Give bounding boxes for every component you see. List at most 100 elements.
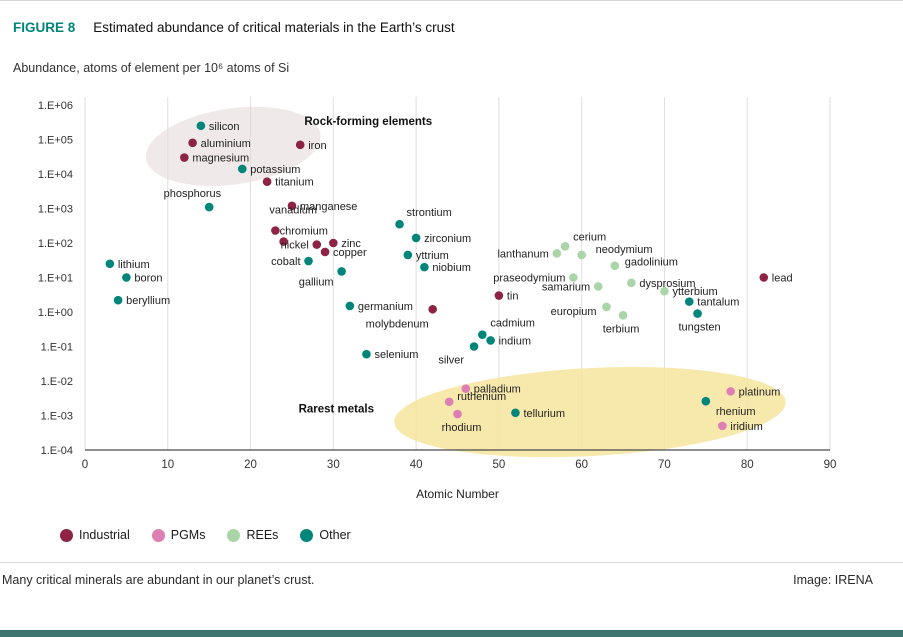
point-neodymium [577,250,586,260]
pgms-dot-icon [151,528,165,542]
industrial-dot-icon [60,528,73,542]
label-zinc: zinc [341,238,361,250]
label-selenium: selenium [374,349,418,361]
label-iridium: iridium [730,421,762,433]
image-credit: Image: IRENA [793,573,873,587]
label-europium: europium [551,306,597,318]
y-tick-label: 1.E+02 [38,238,73,250]
figure-title: Estimated abundance of critical material… [93,20,455,35]
label-tin: tin [507,291,519,303]
footer: Many critical minerals are abundant in o… [0,563,903,587]
point-beryllium [113,295,123,305]
label-terbium: terbium [603,323,640,335]
rarest-metals-ellipse [394,366,786,458]
point-samarium [593,282,603,291]
y-tick-label: 1.E-02 [41,376,73,388]
annotation: Rock-forming elements [304,116,432,128]
x-tick-label: 90 [824,459,837,471]
point-chromium [279,237,288,246]
label-tantalum: tantalum [697,297,739,309]
point-silicon [196,121,206,131]
label-niobium: niobium [432,262,471,274]
point-rhenium [701,396,711,406]
axis-units-subtitle: Abundance, atoms of element per 10⁶ atom… [13,61,290,75]
label-lead: lead [772,273,793,285]
rees-dot-icon [227,528,241,542]
point-potassium [237,164,247,174]
label-tungsten: tungsten [678,322,720,334]
other-dot-icon [300,528,314,542]
label-ytterbium: ytterbium [672,286,717,298]
label-praseodymium: praseodymium [493,273,565,285]
label-cadmium: cadmium [490,318,535,330]
x-tick-label: 60 [575,459,588,471]
point-cerium [560,242,570,251]
legend-label: Industrial [79,528,130,542]
label-nickel: nickel [281,240,309,252]
point-dysprosium [627,278,636,288]
footer-divider [0,562,903,563]
x-tick-label: 20 [244,459,257,471]
label-phosphorus: phosphorus [164,188,222,200]
point-titanium [262,177,272,186]
point-germanium [345,301,355,311]
y-tick-label: 1.E-01 [41,342,73,354]
x-tick-label: 80 [741,459,754,471]
label-rhodium: rhodium [442,422,482,434]
point-ytterbium [660,286,669,296]
point-gadolinium [610,261,620,270]
label-samarium: samarium [542,281,590,293]
point-phosphorus [204,202,214,212]
label-palladium: palladium [474,384,521,396]
chart-container: 1.E+06 1.E+05 1.E+04 1.E+03 1.E+02 1.E+01 1.E+… [13,89,903,512]
point-palladium [461,384,471,393]
label-cerium: cerium [573,231,606,243]
label-dysprosium: dysprosium [639,278,695,290]
point-vanadium [271,226,280,235]
point-tantalum [684,297,694,306]
label-silver: silver [438,355,464,367]
label-zirconium: zirconium [424,233,471,245]
label-ruthenium: ruthenium [457,391,506,403]
label-iron: iron [308,140,326,152]
y-tick-label: 1.E+00 [38,307,73,319]
label-tellurium: tellurium [523,408,565,420]
annotation: Rarest metals [299,404,374,416]
point-tungsten [693,309,702,318]
label-gadolinium: gadolinium [625,257,678,269]
point-tellurium [511,408,520,418]
point-nickel [312,240,322,249]
point-copper [320,247,330,257]
point-selenium [362,349,371,359]
point-iridium [718,421,727,431]
point-tin [494,291,504,300]
legend-item-industrial: Industrial [60,528,130,542]
label-indium: indium [499,335,531,347]
label-molybdenum: molybdenum [366,318,429,330]
point-silver [469,342,479,351]
bottom-bar [0,630,903,637]
label-aluminium: aluminium [201,138,251,150]
point-ruthenium [444,397,454,407]
label-yttrium: yttrium [416,250,449,262]
point-boron [122,273,131,282]
legend-label: Other [319,528,351,542]
point-praseodymium [569,273,578,282]
point-gallium [337,267,346,276]
legend-item-other: Other [300,528,351,542]
point-zinc [329,238,338,248]
label-manganese: manganese [300,201,358,213]
label-lithium: lithium [118,259,150,271]
x-tick-label: 70 [658,459,671,471]
figure-header: FIGURE 8 Estimated abundance of critical… [0,1,903,35]
point-niobium [420,262,429,272]
label-copper: copper [333,247,367,259]
point-manganese [287,201,297,211]
x-tick-label: 10 [161,459,174,471]
point-europium [602,302,611,312]
point-strontium [395,219,404,229]
label-magnesium: magnesium [192,153,249,165]
point-lanthanum [552,249,562,258]
x-tick-label: 30 [327,459,340,471]
point-magnesium [180,153,189,162]
